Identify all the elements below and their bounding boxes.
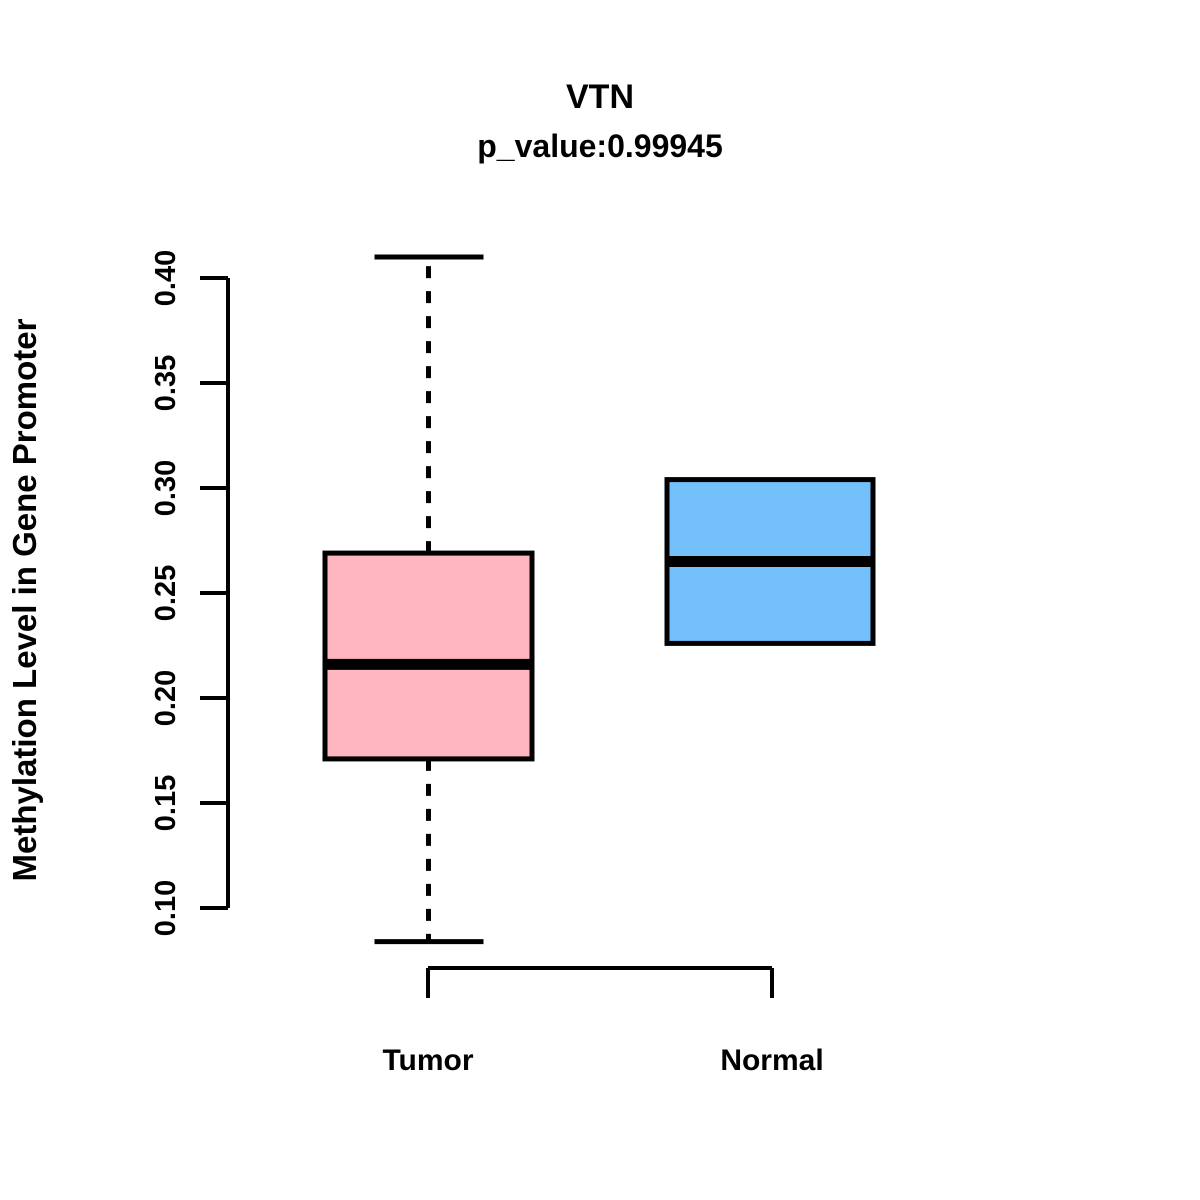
x-axis: Tumor Normal <box>382 966 824 1077</box>
y-tick-label-020: 0.20 <box>150 670 182 726</box>
y-tick-label-015: 0.15 <box>150 775 182 831</box>
y-tick-label-010: 0.10 <box>150 880 182 936</box>
box-group-tumor[interactable] <box>322 254 535 945</box>
x-tick-label-normal: Normal <box>720 1044 823 1077</box>
y-tick-label-030: 0.30 <box>150 460 182 516</box>
chart-title: VTN <box>566 78 634 116</box>
box-group-normal[interactable] <box>664 477 876 646</box>
y-tick-label-025: 0.25 <box>150 565 182 621</box>
y-axis: 0.40 0.35 0.30 0.25 0.20 0.15 0.10 <box>150 250 230 936</box>
y-tick-label-035: 0.35 <box>150 355 182 411</box>
y-axis-title: Methylation Level in Gene Promoter <box>6 318 43 881</box>
box-rect-tumor[interactable] <box>322 550 535 762</box>
y-tick-label-040: 0.40 <box>150 250 182 306</box>
x-tick-label-tumor: Tumor <box>382 1044 473 1077</box>
chart-subtitle-pvalue: p_value:0.99945 <box>477 128 723 164</box>
